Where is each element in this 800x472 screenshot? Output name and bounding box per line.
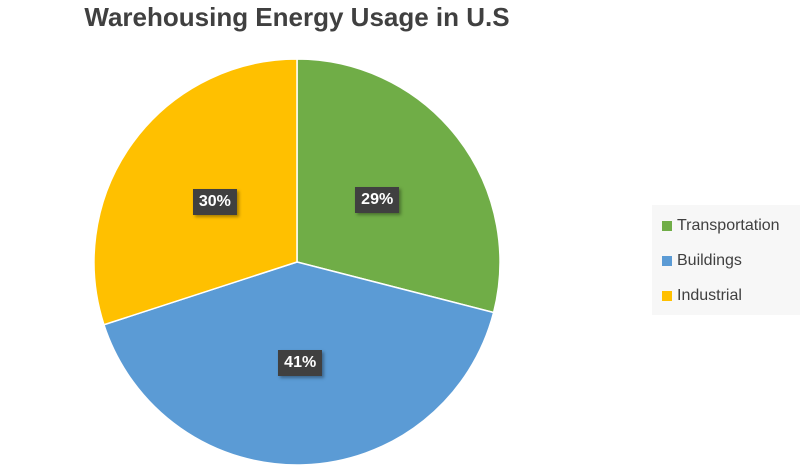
data-label-transportation: 29%	[355, 186, 400, 213]
legend-label: Transportation	[677, 217, 780, 234]
data-label-buildings: 41%	[278, 350, 323, 377]
legend-swatch	[662, 256, 672, 266]
data-label-industrial: 30%	[192, 189, 237, 216]
legend-item-transportation: Transportation	[662, 217, 780, 235]
legend-swatch	[662, 291, 672, 301]
legend-label: Buildings	[677, 252, 742, 269]
pie-slice-transportation	[296, 58, 501, 314]
legend-label: Industrial	[677, 287, 742, 304]
legend-item-industrial: Industrial	[662, 287, 742, 305]
legend: Transportation Buildings Industrial	[652, 205, 800, 315]
chart-title: Warehousing Energy Usage in U.S	[84, 2, 510, 32]
legend-item-buildings: Buildings	[662, 252, 742, 270]
legend-swatch	[662, 221, 672, 231]
